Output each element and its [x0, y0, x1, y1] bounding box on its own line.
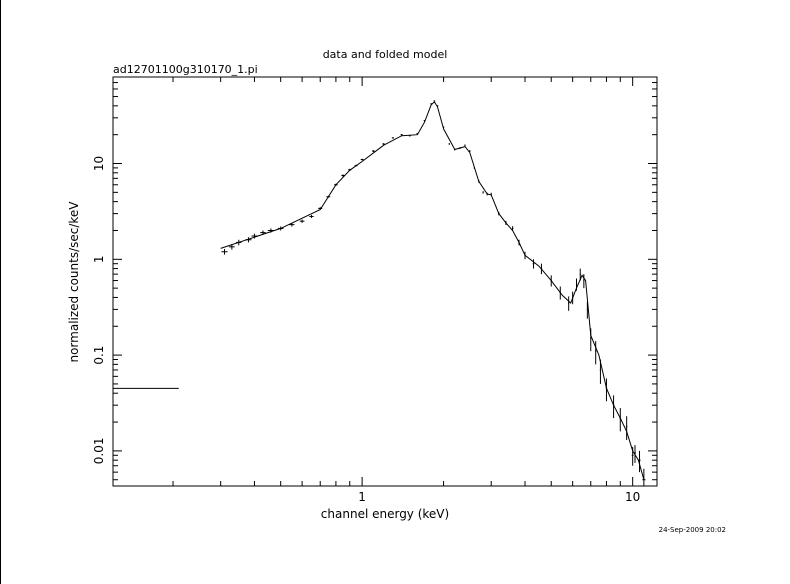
data-point	[408, 135, 411, 137]
data-point	[511, 226, 514, 231]
data-point	[583, 274, 585, 289]
window-left-border	[0, 0, 1, 584]
data-point	[518, 239, 520, 246]
data-point	[400, 134, 403, 136]
data-point	[112, 385, 179, 392]
model-curve	[220, 101, 645, 480]
x-tick-label: 10	[625, 490, 640, 504]
data-point	[318, 207, 323, 210]
y-tick-label: 1	[92, 255, 106, 263]
data-point	[625, 416, 628, 440]
data-point	[478, 180, 480, 183]
data-point	[391, 137, 395, 139]
data-point	[416, 133, 419, 135]
data-point	[299, 219, 305, 223]
data-point	[334, 183, 338, 186]
model-line	[220, 101, 645, 480]
x-tick-label: 1	[358, 490, 366, 504]
data-point	[595, 341, 597, 365]
chart-title: data and folded model	[323, 48, 448, 61]
x-axis-label: channel energy (keV)	[321, 507, 449, 521]
data-point	[505, 220, 507, 226]
data-point	[436, 105, 439, 107]
data-point	[433, 100, 436, 102]
data-point	[634, 445, 636, 463]
data-point	[642, 468, 646, 486]
data-point	[599, 359, 602, 384]
data-point	[469, 150, 471, 152]
data-point	[245, 237, 252, 243]
data-point	[498, 211, 500, 216]
data-point	[442, 126, 445, 128]
data-point	[382, 143, 385, 145]
data-point	[260, 230, 266, 235]
data-point	[631, 446, 634, 466]
data-point	[221, 249, 228, 255]
data-point	[251, 233, 258, 239]
data-point	[464, 144, 466, 147]
data-point	[486, 192, 488, 196]
data-point	[579, 268, 581, 281]
data-point	[372, 150, 375, 152]
data-point	[612, 395, 615, 419]
y-tick-label: 0.01	[92, 438, 106, 465]
data-point	[277, 226, 284, 231]
data-point	[532, 259, 535, 269]
chart-subtitle: ad12701100g310170_1.pi	[113, 63, 258, 76]
data-point	[550, 275, 552, 287]
data-point	[430, 103, 432, 105]
data-point	[575, 278, 578, 291]
data-point	[236, 239, 242, 246]
data-point	[341, 174, 345, 177]
y-axis-ticks: 0.01 0.1 1 10	[92, 76, 657, 481]
data-point	[473, 166, 475, 169]
data-point	[348, 168, 352, 171]
data-point	[354, 164, 358, 167]
data-point	[540, 263, 543, 275]
data-point	[490, 192, 492, 196]
data-point	[590, 328, 592, 352]
data-point	[605, 378, 608, 402]
data-point	[572, 291, 574, 305]
data-point	[638, 450, 641, 473]
data-point	[228, 244, 235, 250]
data-points	[112, 100, 646, 486]
data-point	[586, 301, 588, 319]
y-tick-label: 10	[92, 156, 106, 171]
y-tick-label: 0.1	[92, 346, 106, 365]
data-point	[448, 143, 450, 145]
data-point	[482, 191, 484, 194]
data-point	[454, 148, 456, 151]
data-point	[289, 222, 295, 227]
y-axis-label: normalized counts/sec/keV	[67, 201, 81, 363]
data-point	[309, 215, 314, 218]
data-point	[524, 251, 526, 260]
plot-timestamp: 24-Sep-2009 20:02	[659, 526, 726, 534]
data-point	[423, 120, 426, 122]
data-point	[568, 296, 570, 311]
data-point	[326, 195, 331, 198]
data-point	[267, 228, 274, 233]
data-point	[360, 158, 364, 161]
data-point	[619, 408, 622, 432]
plot-frame	[112, 76, 658, 487]
data-point	[559, 286, 561, 300]
x-axis-ticks: 1 10	[172, 77, 640, 504]
data-point	[459, 147, 461, 149]
